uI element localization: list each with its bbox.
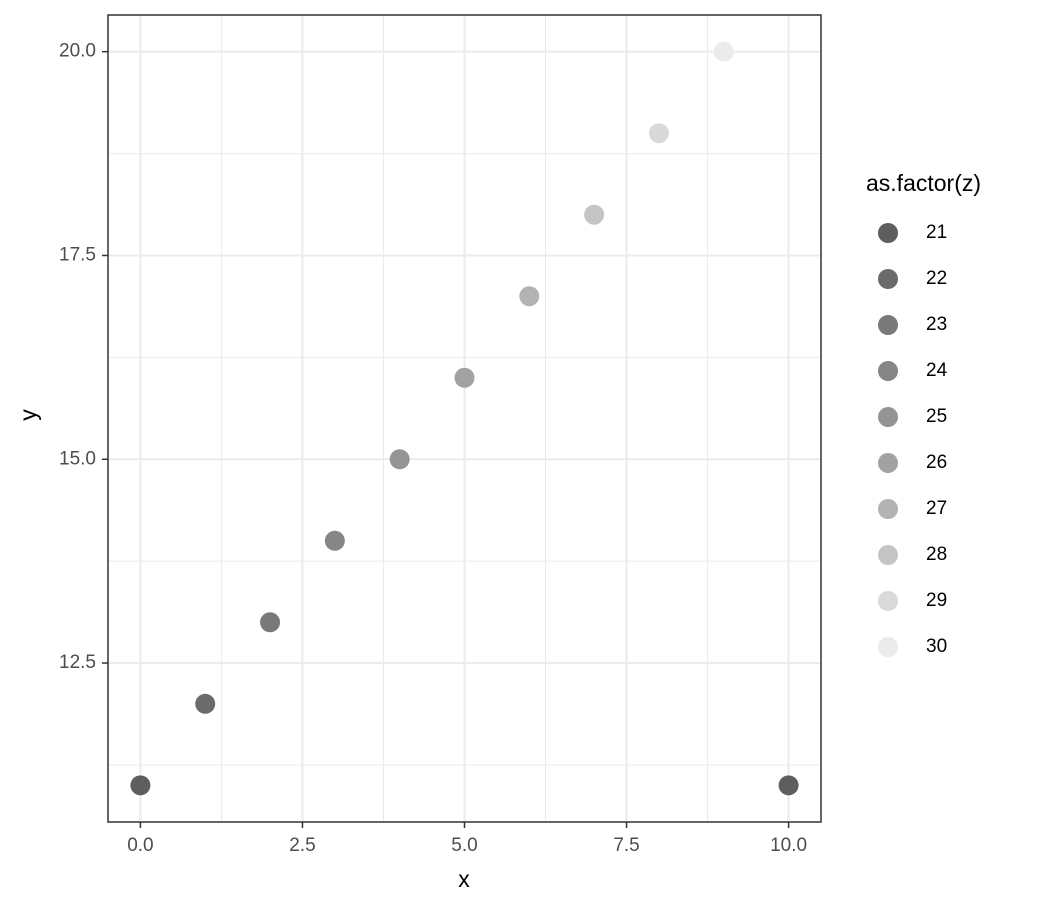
legend-label: 29 (926, 590, 947, 611)
point (260, 612, 281, 633)
legend-label: 27 (926, 498, 947, 519)
point (519, 286, 540, 307)
legend-label: 21 (926, 222, 947, 243)
x-tick-label: 7.5 (613, 835, 639, 856)
legend-key (878, 637, 898, 657)
point (778, 775, 799, 796)
point (713, 41, 734, 62)
legend-label: 23 (926, 314, 947, 335)
legend-label: 25 (926, 406, 947, 427)
legend-label: 26 (926, 452, 947, 473)
legend-key (878, 361, 898, 381)
y-tick-label: 12.5 (59, 652, 96, 673)
point (584, 204, 605, 225)
legend-title: as.factor(z) (866, 170, 981, 196)
x-tick-label: 0.0 (127, 835, 153, 856)
y-tick-label: 20.0 (59, 41, 96, 62)
point (324, 530, 345, 551)
legend-key (878, 545, 898, 565)
y-tick-label: 17.5 (59, 244, 96, 265)
panel-border (107, 14, 822, 823)
point (195, 693, 216, 714)
x-axis-title: x (458, 866, 470, 892)
y-tick-label: 15.0 (59, 448, 96, 469)
legend-key (878, 223, 898, 243)
legend-key (878, 453, 898, 473)
point (454, 367, 475, 388)
legend-label: 24 (926, 360, 948, 381)
legend-key (878, 407, 898, 427)
y-axis-title: y (15, 409, 41, 421)
point (130, 775, 151, 796)
point (389, 449, 410, 470)
x-tick-label: 2.5 (289, 835, 315, 856)
legend-key (878, 315, 898, 335)
legend-key (878, 499, 898, 519)
legend-key (878, 269, 898, 289)
legend-key (878, 591, 898, 611)
legend-label: 22 (926, 268, 947, 289)
x-tick-label: 10.0 (770, 835, 807, 856)
legend-label: 30 (926, 636, 947, 657)
point (648, 123, 669, 144)
x-tick-label: 5.0 (451, 835, 477, 856)
legend-label: 28 (926, 544, 947, 565)
